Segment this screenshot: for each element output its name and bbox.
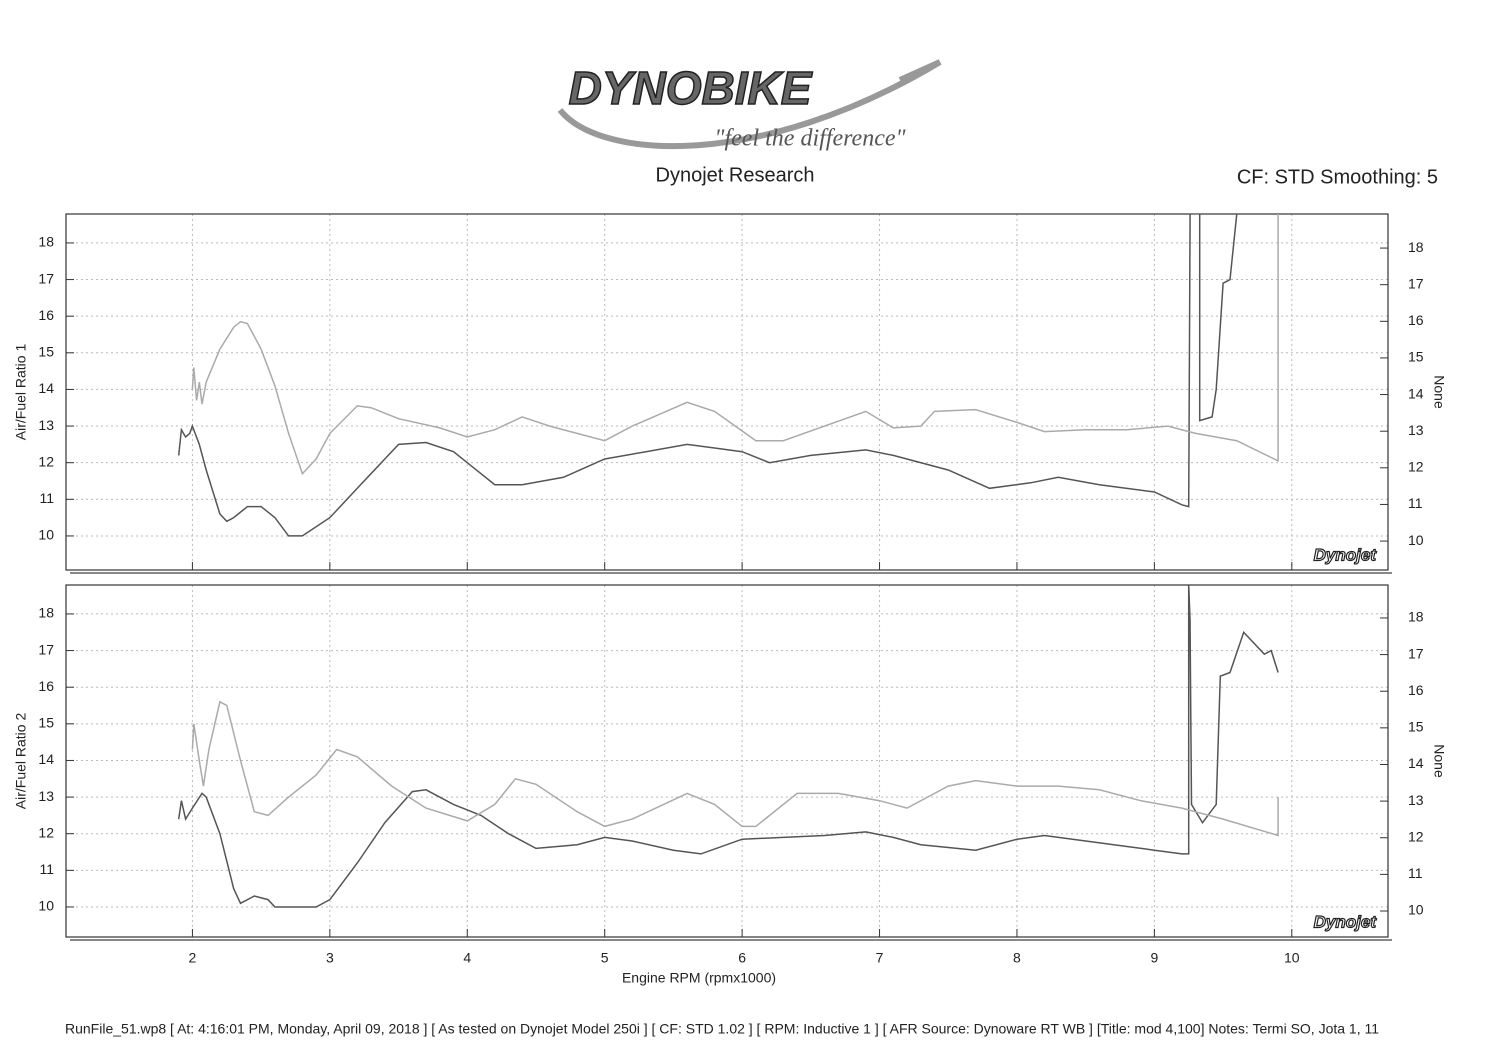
plot-lines [177,214,1279,537]
chart: 2 3 4 5 6 7 8 9 10 10 11 12 13 14 15 16 17 18 10 11 12 13 14 15… [13,584,1447,986]
x-tick-label: 9 [1150,950,1158,966]
y-tick-label: 15 [38,344,54,360]
y2-tick-label: 17 [1408,645,1424,661]
plot-area [66,585,1388,937]
plot-logo: Dynojet [1314,912,1378,931]
y-tick-label: 11 [39,490,54,506]
footer-line: RunFile_51.wp8 [ At: 4:16:01 PM, Monday,… [65,1021,1379,1037]
y-tick-label: 10 [38,527,54,543]
x-tick-label: 2 [189,950,197,966]
y2-axis-label: None [1431,744,1447,778]
y-tick-label: 16 [38,307,54,323]
y2-tick-label: 15 [1408,349,1424,365]
line-series [177,585,1279,908]
x-axis-label: Engine RPM (rpmx1000) [622,970,776,986]
y2-tick-label: 17 [1408,275,1424,291]
x-tick-label: 10 [1284,950,1300,966]
y-tick-label: 11 [39,861,54,877]
y-tick-label: 13 [38,788,54,804]
y2-tick-label: 12 [1408,459,1424,475]
x-tick-label: 5 [601,950,609,966]
y2-tick-label: 16 [1408,312,1424,328]
y2-tick-label: 16 [1408,682,1424,698]
logo-swoosh [557,59,942,150]
y-tick-label: 17 [38,641,54,657]
y-tick-label: 13 [38,417,54,433]
y-axis-label: Air/Fuel Ratio 1 [13,344,29,441]
y2-tick-label: 12 [1408,828,1424,844]
y-axis-label: Air/Fuel Ratio 2 [13,713,29,810]
plot-lines [177,585,1279,908]
y2-tick-label: 10 [1408,532,1424,548]
y2-tick-label: 11 [1408,865,1423,881]
y2-tick-label: 13 [1408,422,1424,438]
y-tick-label: 16 [38,678,54,694]
charts: 10 11 12 13 14 15 16 17 18 10 11 12 13 14 15 16 17 18 Air/… [13,213,1447,986]
y-tick-label: 15 [38,715,54,731]
logo: DYNOBIKE [569,62,813,114]
plot-logo: Dynojet [1314,545,1378,564]
y2-tick-label: 14 [1408,755,1424,771]
y-tick-label: 12 [38,824,54,840]
y2-tick-label: 13 [1408,792,1424,808]
y2-tick-label: 10 [1408,902,1424,918]
y2-tick-label: 18 [1408,609,1424,625]
y-tick-label: 18 [38,234,54,250]
y-tick-label: 14 [38,380,54,396]
y2-tick-label: 15 [1408,719,1424,735]
y-tick-label: 10 [38,898,54,914]
y2-axis-label: None [1431,375,1447,409]
line-series [191,214,1279,476]
y-tick-label: 14 [38,751,54,767]
y-tick-label: 18 [38,605,54,621]
slogan: "feel the difference" [714,126,906,152]
x-tick-label: 6 [738,950,746,966]
y2-tick-label: 14 [1408,385,1424,401]
line-series [177,214,1238,537]
chart: 10 11 12 13 14 15 16 17 18 10 11 12 13 14 15 16 17 18 Air/… [13,213,1447,574]
x-tick-label: 8 [1013,950,1021,966]
y2-tick-label: 11 [1408,495,1423,511]
x-tick-label: 7 [876,950,884,966]
plot-frame [65,584,1389,938]
settings: CF: STD Smoothing: 5 [1237,166,1438,188]
x-tick-label: 4 [463,950,471,966]
plot-area [66,214,1388,570]
y-tick-label: 12 [38,453,54,469]
line-series [191,700,1279,837]
plot-frame [65,213,1389,571]
page-title: Dynojet Research [656,164,815,186]
x-tick-label: 3 [326,950,334,966]
y2-tick-label: 18 [1408,239,1424,255]
y-tick-label: 17 [38,270,54,286]
